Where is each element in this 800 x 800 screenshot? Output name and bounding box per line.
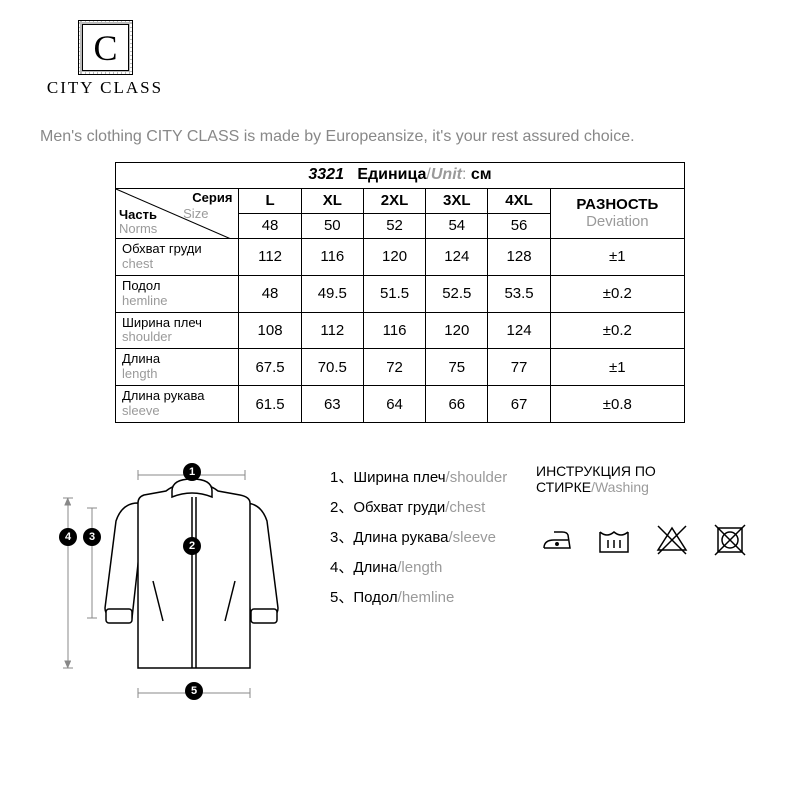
legend-item: 5、Подол/hemline xyxy=(330,583,516,613)
size-num: 52 xyxy=(363,213,425,238)
measurement-label: Подолhemline xyxy=(116,275,239,312)
series-label-en: Size xyxy=(183,207,208,222)
deviation-value: ±0.2 xyxy=(550,312,684,349)
size-num: 56 xyxy=(488,213,550,238)
size-num: 48 xyxy=(239,213,301,238)
size-col-L: L xyxy=(239,188,301,213)
dry-shade-icon xyxy=(594,520,634,560)
series-label-ru: Серия xyxy=(192,191,232,206)
measurement-value: 108 xyxy=(239,312,301,349)
measurement-value: 116 xyxy=(301,238,363,275)
deviation-value: ±1 xyxy=(550,238,684,275)
product-number: 3321 xyxy=(308,166,344,183)
size-col-2XL: 2XL xyxy=(363,188,425,213)
brand-logo: C xyxy=(78,20,133,75)
measurement-value: 61.5 xyxy=(239,386,301,423)
legend-item: 4、Длина/length xyxy=(330,553,516,583)
legend-item: 1、Ширина плеч/shoulder xyxy=(330,463,516,493)
measurement-legend: 1、Ширина плеч/shoulder2、Обхват груди/che… xyxy=(330,453,516,713)
measurement-value: 66 xyxy=(426,386,488,423)
table-title: 3321 Единица/Unit: см xyxy=(116,163,685,188)
measurement-label: Длина рукаваsleeve xyxy=(116,386,239,423)
legend-item: 2、Обхват груди/chest xyxy=(330,493,516,523)
measurement-value: 120 xyxy=(426,312,488,349)
brand-name: CITY CLASS xyxy=(47,78,163,98)
logo-letter: C xyxy=(93,27,116,69)
washing-title-en: Washing xyxy=(595,479,649,495)
brand-block: C CITY CLASS xyxy=(40,20,170,98)
jacket-svg xyxy=(50,453,310,713)
measurement-value: 51.5 xyxy=(363,275,425,312)
care-icons xyxy=(536,520,750,560)
deviation-ru: РАЗНОСТЬ xyxy=(576,196,658,213)
measurement-value: 77 xyxy=(488,349,550,386)
washing-title: ИНСТРУКЦИЯ ПО СТИРКЕ/Washing xyxy=(536,463,750,495)
no-bleach-icon xyxy=(652,520,692,560)
measurement-label: Длинаlength xyxy=(116,349,239,386)
measurement-value: 49.5 xyxy=(301,275,363,312)
legend-item: 3、Длина рукава/sleeve xyxy=(330,523,516,553)
measurement-value: 72 xyxy=(363,349,425,386)
measurement-value: 52.5 xyxy=(426,275,488,312)
iron-low-icon xyxy=(536,520,576,560)
size-col-3XL: 3XL xyxy=(426,188,488,213)
table-row: Длина рукаваsleeve61.563646667±0.8 xyxy=(116,386,685,423)
size-col-4XL: 4XL xyxy=(488,188,550,213)
size-chart-table: 3321 Единица/Unit: см Серия Size Часть N… xyxy=(115,162,685,423)
corner-cell: Серия Size Часть Norms xyxy=(116,188,239,238)
table-row: Обхват грудиchest112116120124128±1 xyxy=(116,238,685,275)
measurement-value: 116 xyxy=(363,312,425,349)
no-tumble-dry-icon xyxy=(710,520,750,560)
measurement-value: 67 xyxy=(488,386,550,423)
measurement-value: 64 xyxy=(363,386,425,423)
unit-value: см xyxy=(471,166,492,183)
washing-section: ИНСТРУКЦИЯ ПО СТИРКЕ/Washing xyxy=(536,453,750,713)
measurement-value: 112 xyxy=(301,312,363,349)
table-title-row: 3321 Единица/Unit: см xyxy=(116,163,685,188)
diagram-section: 1 2 3 4 5 1、Ширина плеч/shoulder2、Обхват… xyxy=(40,453,760,713)
table-row: Длинаlength67.570.5727577±1 xyxy=(116,349,685,386)
measurement-value: 67.5 xyxy=(239,349,301,386)
measurement-value: 53.5 xyxy=(488,275,550,312)
size-num: 54 xyxy=(426,213,488,238)
deviation-value: ±0.2 xyxy=(550,275,684,312)
measurement-value: 124 xyxy=(488,312,550,349)
measurement-value: 63 xyxy=(301,386,363,423)
deviation-header: РАЗНОСТЬ Deviation xyxy=(550,188,684,238)
measurement-value: 112 xyxy=(239,238,301,275)
measurement-value: 124 xyxy=(426,238,488,275)
tagline: Men's clothing CITY CLASS is made by Eur… xyxy=(40,126,760,148)
jacket-diagram: 1 2 3 4 5 xyxy=(50,453,310,713)
unit-label-ru: Единица xyxy=(357,166,426,183)
part-label-en: Norms xyxy=(119,222,157,237)
table-row: Подолhemline4849.551.552.553.5±0.2 xyxy=(116,275,685,312)
measurement-value: 48 xyxy=(239,275,301,312)
measurement-value: 75 xyxy=(426,349,488,386)
measurement-label: Обхват грудиchest xyxy=(116,238,239,275)
measurement-value: 120 xyxy=(363,238,425,275)
deviation-value: ±0.8 xyxy=(550,386,684,423)
size-header-row: Серия Size Часть Norms L XL 2XL 3XL 4XL … xyxy=(116,188,685,213)
deviation-value: ±1 xyxy=(550,349,684,386)
unit-label-en: Unit xyxy=(431,166,462,183)
measurement-value: 128 xyxy=(488,238,550,275)
size-col-XL: XL xyxy=(301,188,363,213)
size-num: 50 xyxy=(301,213,363,238)
measurement-value: 70.5 xyxy=(301,349,363,386)
measurement-label: Ширина плечshoulder xyxy=(116,312,239,349)
deviation-en: Deviation xyxy=(586,213,649,230)
table-row: Ширина плечshoulder108112116120124±0.2 xyxy=(116,312,685,349)
